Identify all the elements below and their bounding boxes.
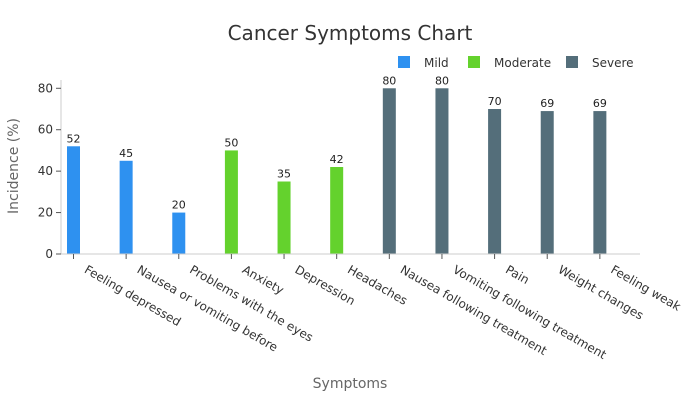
legend-label: Moderate bbox=[494, 56, 551, 70]
data-label: 80 bbox=[435, 74, 449, 87]
bar bbox=[488, 109, 502, 254]
data-label: 20 bbox=[172, 199, 186, 212]
bar bbox=[382, 88, 396, 255]
x-axis-title: Symptoms bbox=[313, 376, 388, 392]
y-ticks: 0 20 40 60 80 bbox=[38, 81, 61, 261]
bar bbox=[435, 88, 449, 255]
data-label: 70 bbox=[488, 95, 502, 108]
data-label: 42 bbox=[330, 153, 344, 166]
data-label: 45 bbox=[119, 147, 133, 160]
y-tick-label: 60 bbox=[38, 123, 53, 137]
data-label: 80 bbox=[382, 74, 396, 87]
data-label: 35 bbox=[277, 168, 291, 181]
y-tick-label: 20 bbox=[38, 206, 53, 220]
data-labels: 52 45 20 50 35 42 80 80 70 69 69 bbox=[67, 74, 607, 211]
bar bbox=[593, 111, 607, 254]
x-tick-label: Feeling depressed bbox=[82, 262, 183, 329]
legend-label: Mild bbox=[424, 56, 449, 70]
bar bbox=[540, 111, 554, 254]
legend-swatch bbox=[398, 56, 410, 68]
legend-swatch bbox=[468, 56, 480, 68]
data-label: 52 bbox=[67, 132, 81, 145]
bars bbox=[67, 88, 607, 255]
bar bbox=[119, 160, 133, 254]
x-tick-label: Pain bbox=[503, 262, 532, 287]
bar bbox=[277, 181, 291, 254]
bar bbox=[224, 150, 238, 254]
bar bbox=[67, 146, 80, 254]
legend-swatch bbox=[566, 56, 578, 68]
data-label: 69 bbox=[593, 97, 607, 110]
axes bbox=[60, 80, 640, 255]
legend: Mild Moderate Severe bbox=[398, 56, 634, 70]
y-tick-label: 40 bbox=[38, 164, 53, 178]
data-label: 69 bbox=[540, 97, 554, 110]
bar bbox=[172, 212, 186, 254]
chart-title: Cancer Symptoms Chart bbox=[228, 21, 473, 45]
y-tick-label: 80 bbox=[38, 81, 53, 95]
data-label: 50 bbox=[224, 136, 238, 149]
y-tick-label: 0 bbox=[45, 247, 53, 261]
y-axis-title: Incidence (%) bbox=[6, 118, 22, 214]
bar bbox=[330, 167, 344, 254]
legend-label: Severe bbox=[592, 56, 634, 70]
